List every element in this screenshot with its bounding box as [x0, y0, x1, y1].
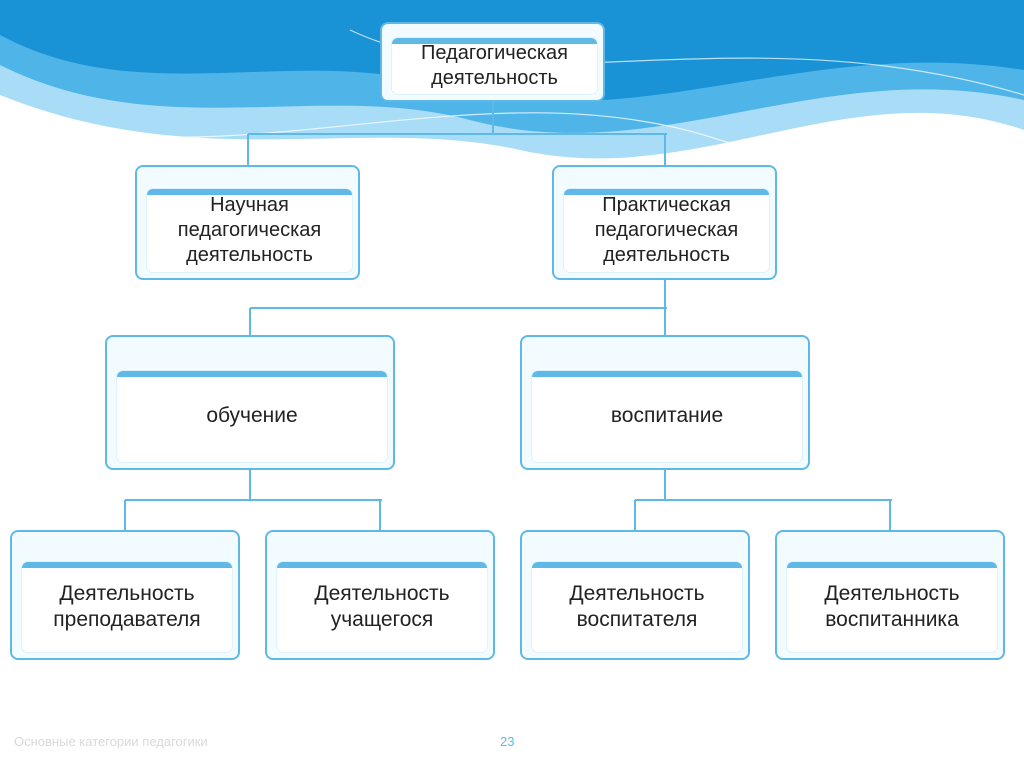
node-root: Педагогическая деятельность: [380, 22, 605, 102]
node-l4b: Деятельность учащегося: [265, 530, 495, 660]
connector-segment: [125, 499, 382, 501]
page-number: 23: [500, 734, 514, 749]
node-l4c-label: Деятельность воспитателя: [542, 576, 732, 638]
node-root-inner: Педагогическая деятельность: [392, 38, 597, 94]
diagram-canvas: Педагогическая деятельность Научная педаг…: [0, 0, 1024, 767]
node-l3b-label: воспитание: [542, 385, 792, 448]
connector-segment: [379, 500, 381, 530]
connector-segment: [250, 307, 667, 309]
node-l4d: Деятельность воспитанника: [775, 530, 1005, 660]
node-l3b: воспитание: [520, 335, 810, 470]
node-l3a-label: обучение: [127, 385, 377, 448]
node-l2b: Практическая педагогическая деятельность: [552, 165, 777, 280]
connector-segment: [634, 500, 636, 530]
connector-segment: [492, 102, 494, 134]
connector-segment: [635, 499, 892, 501]
node-l4b-label: Деятельность учащегося: [287, 576, 477, 638]
node-l4b-inner: Деятельность учащегося: [277, 562, 487, 652]
node-l4c: Деятельность воспитателя: [520, 530, 750, 660]
node-l2b-label: Практическая педагогическая деятельность: [574, 203, 759, 258]
node-l3a-inner: обучение: [117, 371, 387, 462]
node-l2a-inner: Научная педагогическая деятельность: [147, 189, 352, 272]
node-l2a: Научная педагогическая деятельность: [135, 165, 360, 280]
connector-segment: [124, 500, 126, 530]
connector-segment: [249, 470, 251, 500]
node-l4a: Деятельность преподавателя: [10, 530, 240, 660]
connector-segment: [664, 308, 666, 336]
connector-segment: [248, 133, 667, 135]
node-l4d-label: Деятельность воспитанника: [797, 576, 987, 638]
node-l3b-inner: воспитание: [532, 371, 802, 462]
footer-caption: Основные категории педагогики: [14, 734, 208, 749]
node-l2b-inner: Практическая педагогическая деятельность: [564, 189, 769, 272]
connector-segment: [249, 308, 251, 336]
node-l2a-label: Научная педагогическая деятельность: [157, 203, 342, 258]
node-l4c-inner: Деятельность воспитателя: [532, 562, 742, 652]
node-root-label: Педагогическая деятельность: [402, 52, 587, 80]
node-l4a-inner: Деятельность преподавателя: [22, 562, 232, 652]
node-l4d-inner: Деятельность воспитанника: [787, 562, 997, 652]
connector-segment: [664, 134, 666, 166]
connector-segment: [664, 470, 666, 500]
connector-segment: [889, 500, 891, 530]
node-l3a: обучение: [105, 335, 395, 470]
node-l4a-label: Деятельность преподавателя: [32, 576, 222, 638]
connector-segment: [664, 280, 666, 308]
connector-segment: [247, 134, 249, 166]
